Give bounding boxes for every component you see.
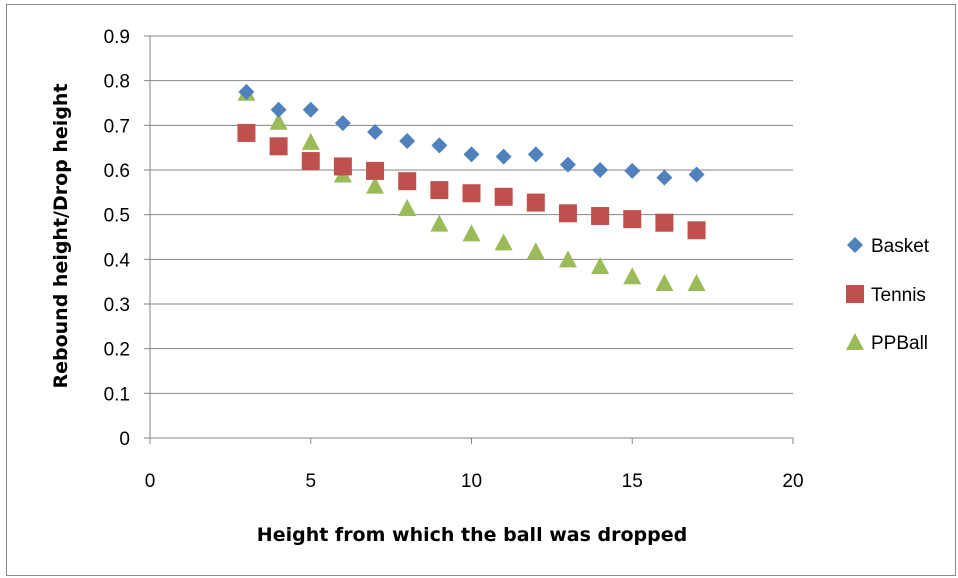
tennis-point (398, 172, 417, 191)
ppball-point (462, 224, 481, 242)
ppball-point (494, 233, 513, 251)
ppball-point (430, 214, 449, 232)
basket-point (495, 148, 512, 165)
y-tick-label: 0.6 (104, 161, 130, 182)
tick-labels: 0 0.1 0.2 0.3 0.4 0.5 0.6 0.7 0.8 0.9 0 5 10 15 20 (104, 27, 804, 492)
ppball-point (269, 112, 288, 130)
legend-label-tennis: Tennis (871, 285, 926, 306)
x-tick-label: 5 (305, 471, 316, 492)
basket-point (238, 83, 255, 100)
legend-marker-tennis (846, 285, 864, 303)
x-tick-label: 15 (622, 471, 643, 492)
ppball-point (687, 274, 706, 292)
basket-point (270, 101, 287, 118)
legend-label-basket: Basket (871, 236, 930, 257)
tennis-point (237, 123, 256, 142)
y-tick-label: 0.4 (104, 250, 131, 271)
x-axis-title: Height from which the ball was dropped (257, 524, 687, 546)
ppball-point (655, 274, 674, 292)
tennis-point (462, 184, 481, 203)
basket-point (592, 162, 609, 178)
chart-frame (6, 4, 956, 576)
y-tick-label: 0.1 (104, 384, 130, 405)
tennis-point (526, 193, 545, 212)
basket-point (624, 162, 641, 179)
data-markers (237, 83, 706, 292)
tennis-point (655, 213, 674, 232)
tennis-point (269, 137, 288, 156)
basket-point (688, 166, 705, 183)
tennis-point (430, 181, 449, 200)
y-tick-label: 0.2 (104, 340, 130, 361)
basket-point (367, 124, 384, 141)
tennis-point (366, 161, 385, 180)
y-tick-label: 0.8 (104, 72, 130, 93)
y-tick-label: 0.3 (104, 295, 130, 316)
x-tick-label: 0 (145, 471, 156, 492)
basket-point (302, 101, 319, 118)
y-tick-label: 0.5 (104, 206, 130, 227)
legend-label-ppball: PPBall (871, 333, 928, 354)
tennis-point (494, 187, 513, 206)
tennis-point (333, 157, 352, 176)
ppball-point (623, 267, 642, 285)
x-tick-label: 10 (461, 471, 482, 492)
ppball-point (558, 250, 577, 268)
y-axis-title: Rebound height/Drop height (50, 83, 72, 388)
tennis-point (558, 204, 577, 223)
legend: Basket Tennis PPBall (846, 236, 930, 354)
legend-marker-basket (847, 237, 863, 253)
tennis-point (687, 221, 706, 240)
y-tick-label: 0.9 (104, 27, 130, 48)
tennis-point (301, 152, 320, 171)
basket-point (334, 115, 351, 132)
tennis-point (591, 207, 610, 226)
y-tick-label: 0 (119, 429, 130, 450)
basket-point (527, 146, 544, 163)
ppball-point (526, 242, 545, 260)
ppball-point (591, 257, 610, 275)
y-tick-label: 0.7 (104, 116, 130, 137)
ppball-point (366, 176, 385, 194)
ppball-point (301, 132, 320, 150)
basket-point (399, 132, 416, 149)
basket-point (431, 137, 448, 154)
x-tick-label: 20 (782, 471, 803, 492)
gridlines (149, 35, 793, 438)
basket-point (463, 146, 480, 163)
basket-point (656, 169, 673, 186)
ppball-point (398, 198, 417, 216)
legend-marker-ppball (846, 333, 864, 350)
tennis-point (623, 210, 642, 229)
basket-point (559, 156, 576, 173)
